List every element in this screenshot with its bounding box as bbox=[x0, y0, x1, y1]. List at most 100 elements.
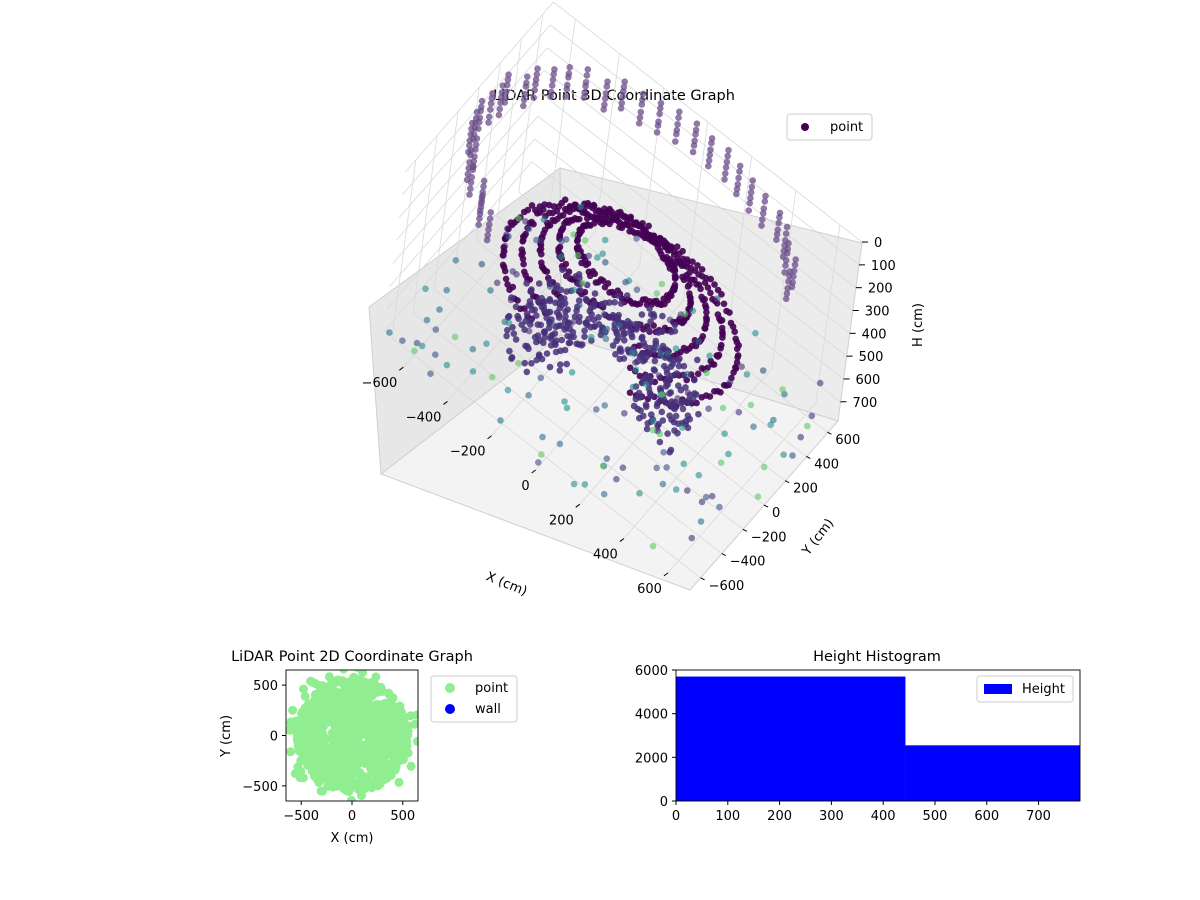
plot3d-point bbox=[512, 303, 520, 311]
plot3d-point bbox=[714, 311, 722, 318]
plot3d-point bbox=[650, 311, 657, 318]
plot2d-point bbox=[412, 710, 418, 720]
plot3d-point bbox=[504, 281, 511, 288]
plot3d-point bbox=[671, 327, 679, 335]
plot2d-point bbox=[356, 779, 366, 789]
plot3d-point bbox=[432, 351, 439, 359]
plot3d-point bbox=[698, 498, 706, 506]
plot3d-point bbox=[684, 283, 692, 290]
plot2d-point bbox=[376, 701, 386, 711]
plot3d-point bbox=[484, 231, 492, 239]
plot3d-point bbox=[543, 268, 551, 275]
plot3d-point bbox=[792, 256, 799, 263]
plot3d-point bbox=[626, 228, 633, 235]
plot3d-point bbox=[467, 131, 475, 138]
plot2d-point bbox=[333, 781, 343, 791]
plot3d-point bbox=[642, 401, 650, 409]
plot2d-point bbox=[365, 691, 375, 701]
plot3d-point bbox=[675, 114, 682, 121]
plot3d-ylabel: Y (cm) bbox=[799, 516, 837, 559]
plot3d-point bbox=[386, 329, 393, 336]
plot3d-point bbox=[582, 82, 589, 90]
plot3d-point bbox=[703, 314, 710, 322]
histogram-bar bbox=[905, 745, 1080, 801]
plot3d-point bbox=[667, 446, 675, 454]
plot2d-point bbox=[394, 777, 404, 787]
plot3d-point bbox=[733, 185, 741, 193]
plot3d-point bbox=[469, 345, 477, 353]
plot3d-point bbox=[485, 226, 492, 233]
plot3d-point bbox=[478, 197, 486, 205]
plot3d-point bbox=[677, 386, 685, 394]
plot3d-point bbox=[627, 214, 634, 222]
plot3d-point bbox=[672, 345, 680, 352]
plot3d-point bbox=[497, 99, 504, 106]
plot3d-point bbox=[762, 192, 769, 200]
plot3d-point bbox=[707, 289, 714, 297]
plot2d-point bbox=[349, 697, 359, 707]
plot3d-point bbox=[708, 492, 716, 500]
plot2d-point bbox=[356, 741, 365, 751]
plot2d-point bbox=[323, 751, 333, 761]
plot3d-point bbox=[657, 99, 665, 107]
plot3d-point bbox=[725, 146, 732, 154]
plot3d-xtick-label: 200 bbox=[549, 513, 574, 528]
plot3d-point bbox=[599, 250, 606, 257]
plot2d-legend-wall-label: wall bbox=[475, 702, 501, 717]
plot2d-point bbox=[357, 791, 366, 801]
plot3d-point bbox=[593, 406, 600, 413]
plot3d-xtick bbox=[663, 572, 669, 577]
plot3d-point bbox=[659, 480, 667, 488]
plot3d-point bbox=[472, 141, 480, 148]
plot3d-point bbox=[566, 339, 574, 347]
plot3d-point bbox=[535, 459, 542, 466]
plot3d-point bbox=[552, 299, 559, 307]
plot3d-point bbox=[581, 327, 588, 335]
plot3d-point bbox=[575, 318, 583, 326]
plot3d-point bbox=[550, 70, 557, 78]
plot2d-xtick-label: −500 bbox=[283, 809, 319, 824]
plot3d-point bbox=[761, 198, 769, 205]
plot3d-point bbox=[503, 332, 510, 340]
plot3d-point bbox=[595, 207, 603, 214]
plot3d-point bbox=[532, 206, 539, 214]
plot3d-point bbox=[590, 303, 598, 310]
plot3d-point bbox=[486, 113, 493, 121]
plot3d-point bbox=[736, 168, 743, 175]
plot3d-point bbox=[760, 205, 768, 212]
plot3d-point bbox=[773, 236, 780, 243]
plot3d-point bbox=[695, 338, 702, 345]
plot3d-point bbox=[719, 404, 727, 412]
plot3d-point bbox=[480, 177, 488, 185]
plot3d-point bbox=[505, 225, 512, 233]
plot3d-point bbox=[600, 490, 608, 498]
plot3d-point bbox=[525, 327, 533, 335]
plot3d-point bbox=[691, 376, 698, 384]
plot3d-point bbox=[748, 183, 756, 191]
histogram-legend: Height bbox=[976, 675, 1074, 703]
plot3d-point bbox=[504, 386, 512, 394]
plot3d-point bbox=[584, 210, 591, 218]
plot3d-point bbox=[581, 481, 589, 488]
plot3d-point bbox=[621, 78, 628, 85]
plot3d-ticks: −600 −400 −200 0 200 400 600 −600 −400 −200 0 200 40… bbox=[362, 236, 896, 597]
plot3d-point bbox=[582, 320, 590, 327]
plot2d-point bbox=[301, 747, 311, 757]
plot3d-point bbox=[520, 96, 528, 104]
plot3d-point bbox=[759, 216, 766, 223]
plot3d-point bbox=[758, 222, 765, 229]
plot2d-xtick-label: 0 bbox=[348, 809, 356, 824]
plot3d-point bbox=[543, 350, 551, 357]
plot3d-point bbox=[525, 392, 532, 399]
plot3d-point bbox=[636, 114, 644, 121]
plot3d-point bbox=[684, 370, 691, 378]
plot3d-point bbox=[555, 311, 563, 319]
plot3d-point bbox=[782, 295, 790, 303]
plot2d-points bbox=[286, 670, 418, 801]
plot3d-point bbox=[745, 207, 752, 214]
plot2d-point bbox=[320, 702, 330, 712]
histogram-xtick-label: 600 bbox=[974, 809, 999, 824]
plot3d-point bbox=[732, 335, 739, 343]
plot3d-point bbox=[546, 296, 554, 303]
plot3d-gridline bbox=[497, 216, 807, 457]
